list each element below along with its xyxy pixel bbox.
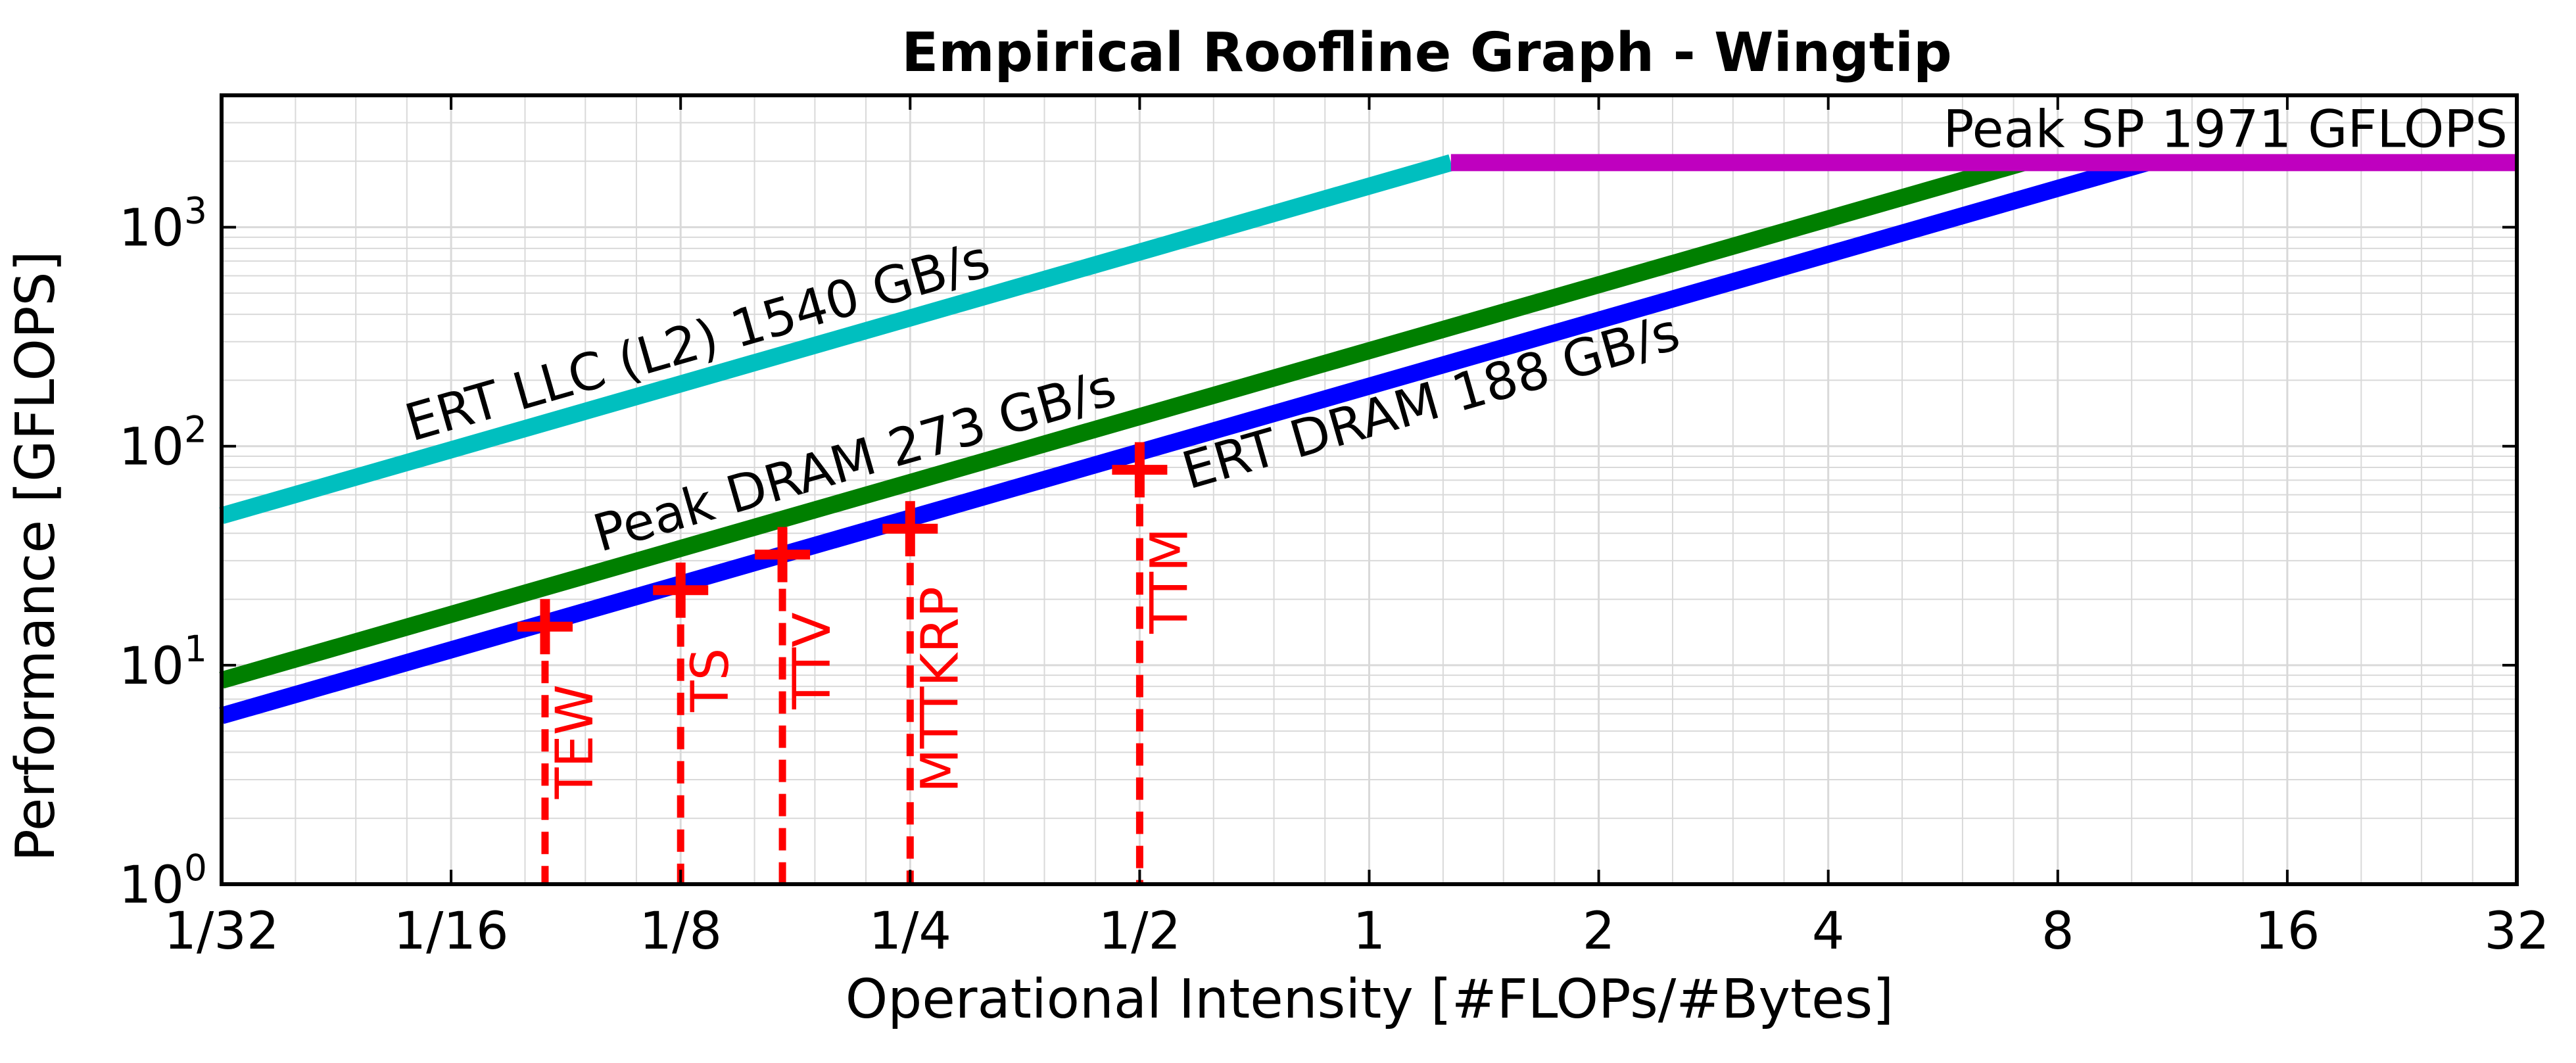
y-tick-base: 10 (119, 637, 184, 696)
roofline-line (219, 154, 1454, 525)
roofline-line (219, 154, 2026, 689)
x-tick-label: 2 (1583, 902, 1615, 961)
y-tick-label: 101 (119, 628, 207, 696)
x-tick-label: 32 (2484, 902, 2549, 961)
x-tick-labels: 1/32 1/16 1/8 1/4 1/2 1 2 4 8 16 32 (164, 902, 2549, 961)
y-tick-base: 10 (119, 856, 184, 915)
x-tick-label: 1/16 (394, 902, 509, 961)
roofline-label: Peak SP 1971 GFLOPS (1943, 100, 2508, 159)
kernel-label: TTM (1140, 528, 1199, 634)
kernel-label: MTTKRP (911, 586, 970, 793)
kernel-ttm: TTM (1112, 442, 1199, 884)
y-tick-label: 103 (119, 190, 207, 258)
y-tick-label: 100 (119, 847, 207, 915)
x-tick-label: 1/8 (639, 902, 722, 961)
x-tick-label: 4 (1812, 902, 1845, 961)
kernel-markers: TEW TS TTV MTTKRP TTM (517, 442, 1199, 884)
roofline-peak-sp-1971-gflops: Peak SP 1971 GFLOPS (1450, 100, 2517, 172)
kernel-label: TS (681, 648, 740, 713)
y-tick-base: 10 (119, 418, 184, 477)
y-tick-label: 102 (119, 409, 207, 477)
x-tick-label: 1/4 (869, 902, 952, 961)
x-tick-label: 1 (1353, 902, 1386, 961)
x-tick-label: 8 (2041, 902, 2074, 961)
x-tick-label: 1/2 (1099, 902, 1181, 961)
x-tick-label: 16 (2254, 902, 2320, 961)
kernel-label: TEW (546, 684, 605, 799)
kernel-tew: TEW (517, 599, 605, 884)
x-tick-label: 1/32 (164, 902, 279, 961)
kernel-mttkrp: MTTKRP (882, 501, 970, 884)
y-tick-exponent: 0 (184, 847, 207, 889)
kernel-ts: TS (653, 562, 740, 884)
y-tick-exponent: 1 (184, 628, 207, 670)
y-axis-label: Performance [GFLOPS] (5, 250, 67, 861)
kernel-label: TTV (783, 613, 842, 710)
x-axis-label: Operational Intensity [#FLOPs/#Bytes] (846, 968, 1894, 1031)
plot-frame (220, 93, 2519, 886)
kernel-ttv: TTV (755, 527, 842, 884)
y-tick-exponent: 2 (184, 409, 207, 451)
y-tick-exponent: 3 (184, 190, 207, 232)
chart-title: Empirical Roofline Graph - Wingtip (901, 22, 1952, 84)
y-tick-base: 10 (119, 199, 184, 258)
